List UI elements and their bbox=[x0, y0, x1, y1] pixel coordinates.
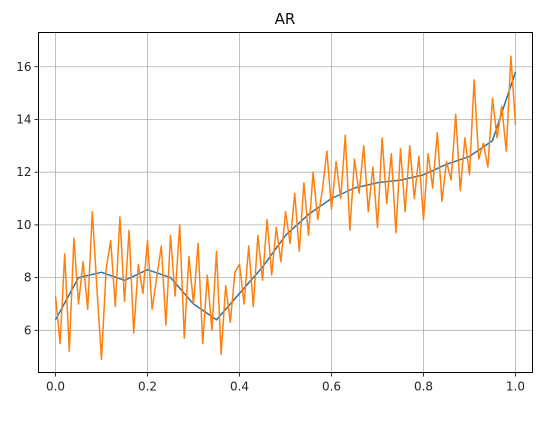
series-line-2 bbox=[54, 55, 517, 361]
y-tick-label: 6 bbox=[24, 323, 32, 337]
series-group bbox=[54, 55, 517, 361]
x-tick-label: 0.2 bbox=[138, 380, 157, 394]
x-tick-label: 1.0 bbox=[506, 380, 525, 394]
y-tick-label: 16 bbox=[16, 60, 31, 74]
plot-frame bbox=[38, 32, 533, 373]
y-tick-label: 14 bbox=[16, 112, 31, 126]
x-axis: 0.0 0.2 0.4 0.6 0.8 1.0 bbox=[46, 372, 525, 394]
x-tick-label: 0.0 bbox=[46, 380, 65, 394]
grid-lines bbox=[38, 32, 533, 373]
y-tick-label: 8 bbox=[24, 271, 32, 285]
y-tick-label: 12 bbox=[16, 165, 31, 179]
y-axis: 6 8 10 12 14 16 bbox=[16, 60, 39, 337]
y-tick-label: 10 bbox=[16, 218, 31, 232]
chart-title: AR bbox=[275, 10, 296, 28]
series-line-1 bbox=[54, 71, 517, 321]
x-tick-label: 0.4 bbox=[230, 380, 249, 394]
x-tick-label: 0.6 bbox=[322, 380, 341, 394]
x-tick-label: 0.8 bbox=[414, 380, 433, 394]
